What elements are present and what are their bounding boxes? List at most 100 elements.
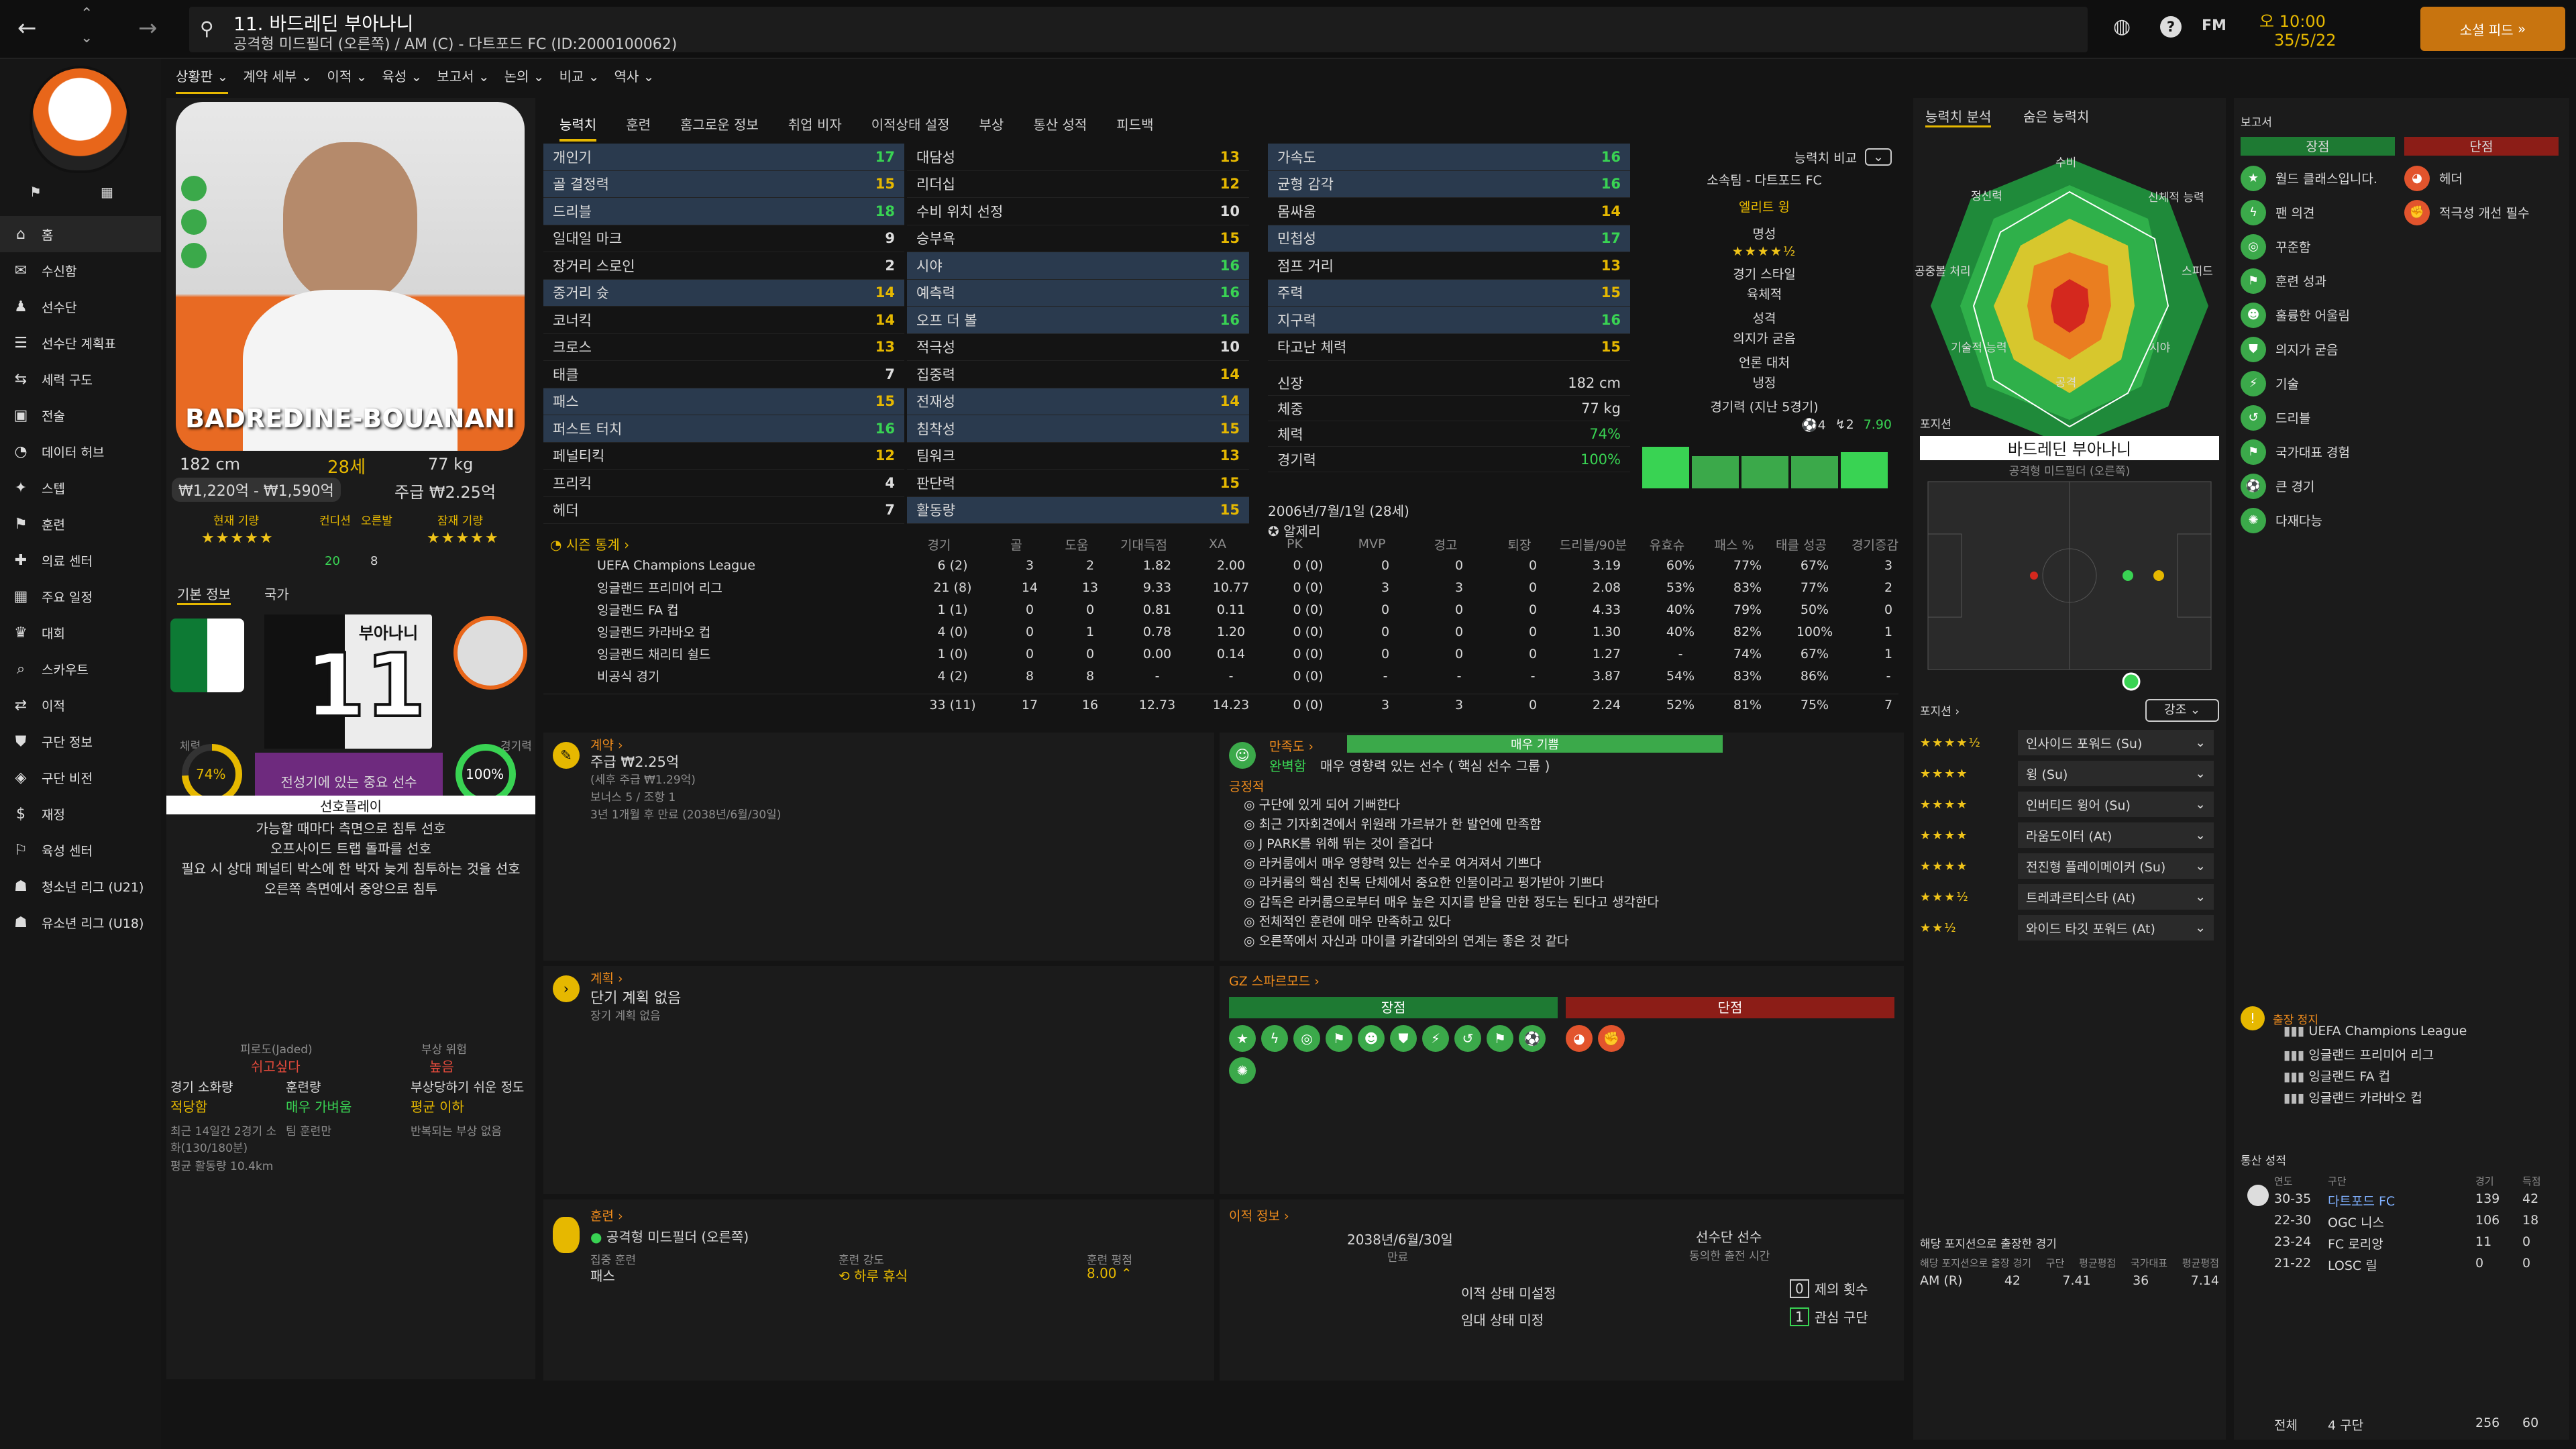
sidebar-item-staff[interactable]: ✦ 스텝 (0, 470, 161, 506)
tab-attribute[interactable]: 통산 성적 (1033, 117, 1087, 133)
sidebar-item-u18[interactable]: ☗ 유소년 리그 (U18) (0, 904, 161, 941)
attribute-row[interactable]: 페널티킥 12 (543, 443, 904, 470)
nav-item[interactable]: 육성 ⌄ (382, 68, 423, 85)
attribute-row[interactable]: 중거리 슛 14 (543, 279, 904, 307)
training-title[interactable]: 훈련 › (590, 1209, 623, 1224)
sidebar-item-medical[interactable]: ✚ 의료 센터 (0, 542, 161, 578)
attribute-row[interactable]: 팀워크 13 (907, 443, 1249, 470)
attribute-row[interactable]: 판단력 15 (907, 470, 1249, 497)
tab-attribute[interactable]: 능력치 (559, 114, 597, 142)
attribute-row[interactable]: 점프 거리 13 (1268, 252, 1630, 280)
attribute-row[interactable]: 크로스 13 (543, 334, 904, 361)
attribute-row[interactable]: 타고난 체력 15 (1268, 334, 1630, 361)
table-row[interactable]: 30-35 다트포드 FC 139 42 (2274, 1191, 2539, 1209)
sidebar-item-youth[interactable]: ⚐ 육성 센터 (0, 832, 161, 868)
shield-icon[interactable]: ⛊ (1390, 1025, 1417, 1052)
attribute-row[interactable]: 적극성 10 (907, 334, 1249, 361)
attribute-row[interactable]: 일대일 마크 9 (543, 225, 904, 252)
continue-button[interactable]: 소셜 피드 » (2420, 7, 2565, 51)
attribute-row[interactable]: 주력 15 (1268, 279, 1630, 307)
sidebar-item-home[interactable]: ⌂ 홈 (0, 216, 161, 252)
role-row[interactable]: ★★★★ 전진형 플레이메이커 (Su) ⌄ (1920, 851, 2219, 881)
back-arrow-icon[interactable]: ← (17, 15, 37, 42)
role-row[interactable]: ★★★★ 인버티드 윙어 (Su) ⌄ (1920, 789, 2219, 820)
role-dropdown[interactable]: 인버티드 윙어 (Su) ⌄ (2018, 792, 2214, 817)
interest[interactable]: 1 관심 구단 (1790, 1307, 1868, 1326)
sidebar-item-club-vision[interactable]: ◈ 구단 비전 (0, 759, 161, 796)
tab-attribute[interactable]: 훈련 (626, 117, 651, 133)
nav-item[interactable]: 논의 ⌄ (504, 68, 545, 85)
country-flag-icon[interactable]: ▦ (101, 184, 113, 200)
search-bar[interactable]: ⚲ 11. 바드레딘 부아나니 공격형 미드필더 (오른쪽) / AM (C) … (189, 7, 2088, 53)
sidebar-item-inbox[interactable]: ✉ 수신함 (0, 252, 161, 288)
attribute-row[interactable]: 골 결정력 15 (543, 170, 904, 198)
sidebar-item-tactic[interactable]: ▣ 전술 (0, 397, 161, 433)
role-row[interactable]: ★★½ 와이드 타깃 포워드 (At) ⌄ (1920, 912, 2219, 943)
ball-icon[interactable]: ⚽ (1519, 1025, 1546, 1052)
attribute-row[interactable]: 드리블 18 (543, 198, 904, 225)
nav-item[interactable]: 비교 ⌄ (559, 68, 600, 85)
report-item[interactable]: ⛊ 의지가 굳음 (2241, 332, 2404, 366)
attribute-row[interactable]: 몸싸움 14 (1268, 198, 1630, 225)
report-item[interactable]: ↺ 드리블 (2241, 400, 2404, 435)
nav-item[interactable]: 역사 ⌄ (614, 68, 655, 85)
attribute-row[interactable]: 가속도 16 (1268, 144, 1630, 171)
sidebar-item-finance[interactable]: $ 재정 (0, 796, 161, 832)
sidebar-item-data[interactable]: ◔ 데이터 허브 (0, 433, 161, 470)
attribute-row[interactable]: 태클 7 (543, 361, 904, 388)
dribble-icon[interactable]: ↺ (1454, 1025, 1481, 1052)
header-icon[interactable]: ◕ (1566, 1025, 1593, 1052)
nav-item[interactable]: 보고서 ⌄ (437, 68, 490, 85)
happiness-title[interactable]: 만족도 › (1269, 739, 1314, 754)
sidebar-item-squad[interactable]: ♟ 선수단 (0, 288, 161, 325)
attribute-row[interactable]: 균형 감각 16 (1268, 170, 1630, 198)
table-row[interactable]: 23-24 FC 로리앙 11 0 (2274, 1234, 2531, 1252)
tab-nation[interactable]: 국가 (264, 586, 289, 602)
nav-item[interactable]: 계약 세부 ⌄ (243, 68, 313, 85)
bolt-icon[interactable]: ϟ (1261, 1025, 1288, 1052)
attribute-row[interactable]: 활동량 15 (907, 496, 1249, 524)
role-dropdown[interactable]: 트레콰르티스타 (At) ⌄ (2018, 884, 2214, 910)
help-icon[interactable]: ? (2160, 16, 2182, 38)
table-row[interactable]: 잉글랜드 카라바오 컵 4 (0) 0 1 0.78 1.20 0 (0) 0 0 0 1.30 40… (543, 621, 1971, 643)
role-badge-icon[interactable] (181, 176, 207, 201)
table-row[interactable]: UEFA Champions League 6 (2) 3 2 1.82 2.00 0 (0… (543, 554, 1971, 576)
table-row[interactable]: 잉글랜드 FA 컵 1 (1) 0 0 0.81 0.11 0 (0) 0 0 0 4.33 40% 7… (543, 598, 1971, 621)
report-item[interactable]: ⚑ 훈련 성과 (2241, 264, 2404, 298)
table-row[interactable]: 22-30 OGC 니스 106 18 (2274, 1213, 2539, 1230)
report-item[interactable]: ◕ 헤더 (2404, 161, 2565, 195)
role-filter-dropdown[interactable]: 강조 ⌄ (2145, 699, 2219, 722)
chevron-up-icon[interactable]: ⌃ (80, 5, 93, 22)
sidebar-item-tactics[interactable]: ⇆ 세력 구도 (0, 361, 161, 397)
role-dropdown[interactable]: 인사이드 포워드 (Su) ⌄ (2018, 730, 2214, 755)
report-item[interactable]: ☻ 훌륭한 어울림 (2241, 298, 2404, 332)
tab-attribute[interactable]: 취업 비자 (788, 117, 842, 133)
table-row[interactable]: 비공식 경기4 (2)88--0 (0)---3.8754%83%86%-8.5… (543, 665, 1971, 687)
club-crest-small[interactable] (453, 616, 527, 690)
target-icon[interactable]: ◎ (1293, 1025, 1320, 1052)
versatile-icon[interactable]: ✺ (1229, 1057, 1256, 1084)
training-icon[interactable]: ⚑ (1326, 1025, 1352, 1052)
attribute-row[interactable]: 수비 위치 선정 10 (907, 198, 1249, 225)
world-icon[interactable]: ◍ (2113, 15, 2131, 38)
chevron-down-icon[interactable]: ⌄ (80, 30, 93, 46)
club-crest[interactable] (30, 66, 130, 173)
attribute-row[interactable]: 장거리 스로인 2 (543, 252, 904, 280)
role-dropdown[interactable]: 전진형 플레이메이커 (Su) ⌄ (2018, 853, 2214, 879)
report-item[interactable]: ★ 월드 클래스입니다. (2241, 161, 2404, 195)
sidebar-item-training[interactable]: ⚑ 훈련 (0, 506, 161, 542)
attribute-row[interactable]: 헤더 7 (543, 497, 904, 524)
team-icon[interactable]: ☻ (1358, 1025, 1385, 1052)
attribute-row[interactable]: 침착성 15 (907, 415, 1249, 443)
star-icon[interactable]: ★ (1229, 1025, 1256, 1052)
sidebar-item-squad-plan[interactable]: ☰ 선수단 계획표 (0, 325, 161, 361)
attribute-row[interactable]: 승부욕 15 (907, 225, 1249, 252)
tab-basic-info[interactable]: 기본 정보 (177, 584, 231, 605)
boot-icon[interactable]: ⚡ (1422, 1025, 1449, 1052)
pitch-selected-dot[interactable] (2122, 672, 2141, 691)
contract-title[interactable]: 계약 › (590, 738, 623, 753)
report-item[interactable]: ✺ 다재다능 (2241, 503, 2404, 537)
attribute-row[interactable]: 패스 15 (543, 388, 904, 415)
role-dropdown[interactable]: 와이드 타깃 포워드 (At) ⌄ (2018, 915, 2214, 941)
